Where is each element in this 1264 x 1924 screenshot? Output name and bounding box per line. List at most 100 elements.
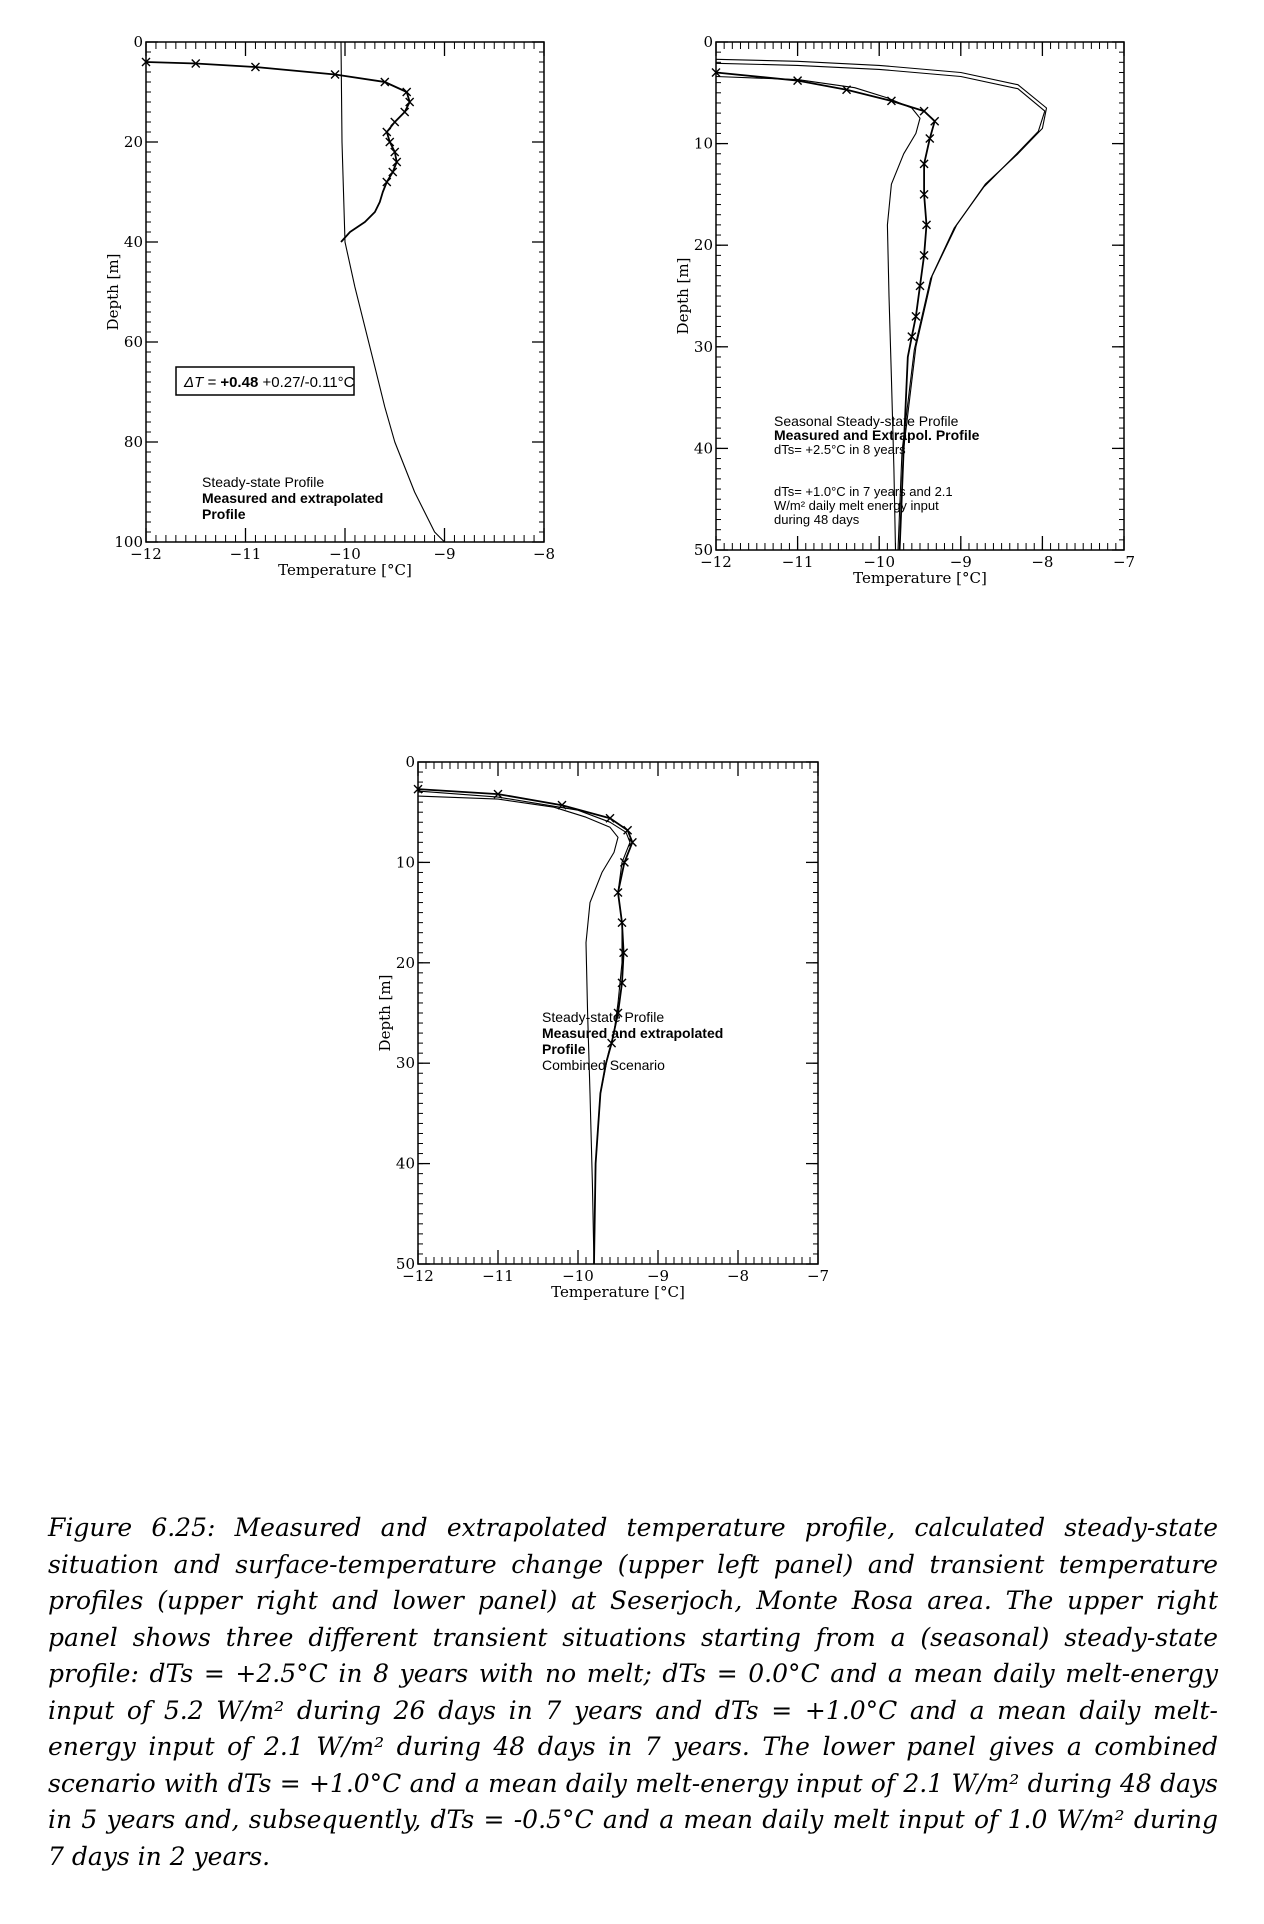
chart-panel-lower: −12 −11 −10 −9 −8 −7 0 10 20 30 40 50 Temperature [°… bbox=[376, 753, 829, 1301]
profile-marker bbox=[793, 76, 803, 86]
y-tick-label: 30 bbox=[396, 1054, 415, 1072]
profile-marker bbox=[886, 96, 896, 106]
annotation-text: ΔT = +0.48 +0.27/-0.11°C bbox=[183, 374, 355, 391]
y-tick-label: 0 bbox=[133, 33, 143, 51]
x-axis-title: Temperature [°C] bbox=[853, 569, 987, 587]
profile-marker bbox=[925, 134, 935, 144]
profile-marker bbox=[613, 1008, 623, 1018]
profile-marker bbox=[493, 789, 503, 799]
profile-marker bbox=[330, 70, 340, 79]
legend-entry: dTs= +1.0°C in 7 years and 2.1 bbox=[774, 484, 953, 499]
profile-marker bbox=[711, 67, 721, 77]
profile-marker bbox=[619, 857, 629, 867]
y-axis-title: Depth [m] bbox=[674, 258, 692, 335]
y-tick-label: 0 bbox=[703, 33, 713, 51]
y-tick-label: 20 bbox=[396, 954, 415, 972]
profile-marker bbox=[613, 888, 623, 898]
x-tick-label: −7 bbox=[807, 1267, 829, 1285]
profile-marker bbox=[623, 825, 633, 835]
legend-entry: Steady-state Profile bbox=[202, 474, 324, 490]
profile-marker bbox=[617, 918, 627, 928]
x-tick-label: −9 bbox=[647, 1267, 669, 1285]
profile-marker bbox=[930, 116, 940, 126]
legend-entry: Measured and extrapolated bbox=[542, 1025, 723, 1041]
x-tick-label: −12 bbox=[130, 545, 162, 563]
profile-marker bbox=[919, 189, 929, 199]
profile-marker bbox=[382, 177, 392, 187]
profile-marker bbox=[911, 311, 921, 321]
profile-marker bbox=[392, 157, 402, 167]
profile-marker bbox=[842, 85, 852, 95]
y-tick-label: 60 bbox=[124, 333, 143, 351]
profile-marker bbox=[388, 167, 398, 177]
profile-marker bbox=[400, 107, 410, 117]
profile-marker bbox=[413, 784, 423, 794]
y-tick-label: 40 bbox=[694, 439, 713, 457]
y-tick-label: 80 bbox=[124, 433, 143, 451]
legend-entry: during 48 days bbox=[774, 512, 860, 527]
profile-marker bbox=[915, 281, 925, 291]
profile-marker bbox=[385, 137, 395, 147]
y-tick-label: 30 bbox=[694, 338, 713, 356]
y-tick-label: 20 bbox=[694, 236, 713, 254]
profile-marker bbox=[382, 127, 392, 137]
model-profile-line bbox=[417, 795, 619, 1265]
annotation-value: +0.48 bbox=[220, 374, 258, 391]
profile-marker bbox=[607, 1038, 617, 1048]
x-tick-label: −7 bbox=[1113, 553, 1135, 571]
measured-profile-line bbox=[715, 71, 936, 551]
x-tick-label: −11 bbox=[782, 553, 814, 571]
x-tick-label: −11 bbox=[482, 1267, 514, 1285]
x-tick-label: −11 bbox=[230, 545, 262, 563]
x-tick-label: −9 bbox=[433, 545, 455, 563]
y-axis-title: Depth [m] bbox=[104, 254, 122, 331]
profile-marker bbox=[919, 106, 929, 116]
legend-entry: Profile bbox=[202, 506, 246, 522]
x-axis-title: Temperature [°C] bbox=[551, 1283, 685, 1301]
figure-caption: Figure 6.25: Measured and extrapolated t… bbox=[48, 1513, 1218, 1871]
profile-marker bbox=[922, 220, 932, 230]
legend-entry: W/m² daily melt energy input bbox=[774, 498, 939, 513]
model-profile-line bbox=[715, 75, 921, 551]
y-tick-label: 40 bbox=[124, 233, 143, 251]
profile-marker bbox=[619, 948, 629, 958]
model-profile-line bbox=[715, 58, 1048, 551]
x-tick-label: −8 bbox=[533, 545, 555, 563]
x-tick-label: −12 bbox=[402, 1267, 434, 1285]
legend-entry: dTs= +2.5°C in 8 years bbox=[774, 442, 906, 457]
profile-marker bbox=[402, 87, 412, 97]
profile-marker bbox=[907, 332, 917, 342]
annotation-prefix: ΔT = bbox=[183, 374, 220, 391]
annotation-box bbox=[175, 366, 355, 396]
legend-entry: Measured and Extrapol. Profile bbox=[774, 427, 980, 443]
x-axis-title: Temperature [°C] bbox=[278, 561, 412, 579]
y-axis-title: Depth [m] bbox=[376, 975, 394, 1052]
measured-profile-line bbox=[145, 61, 411, 243]
profile-marker bbox=[191, 59, 201, 68]
legend-entry: Combined Scenario bbox=[542, 1057, 665, 1073]
profile-marker bbox=[557, 800, 567, 810]
model-profile-line bbox=[340, 41, 445, 543]
y-tick-label: 0 bbox=[405, 753, 415, 771]
x-tick-label: −10 bbox=[562, 1267, 594, 1285]
legend-entry: Measured and extrapolated bbox=[202, 490, 383, 506]
x-tick-label: −10 bbox=[863, 553, 895, 571]
y-tick-label: 20 bbox=[124, 133, 143, 151]
y-tick-label: 10 bbox=[694, 135, 713, 153]
profile-marker bbox=[380, 77, 390, 87]
chart-panel-upper-right: −12 −11 −10 −9 −8 −7 0 10 20 30 40 50 Temperature [°… bbox=[674, 33, 1135, 587]
profile-marker bbox=[141, 57, 151, 67]
annotation-range: +0.27/-0.11°C bbox=[258, 374, 354, 391]
profile-marker bbox=[627, 837, 637, 847]
profile-marker bbox=[605, 813, 615, 823]
profile-marker bbox=[390, 147, 400, 157]
profile-marker bbox=[617, 978, 627, 988]
x-tick-label: −12 bbox=[700, 553, 732, 571]
x-tick-label: −10 bbox=[329, 545, 361, 563]
legend-entry: Steady-state Profile bbox=[542, 1009, 664, 1025]
plot-frame bbox=[145, 41, 545, 543]
profile-marker bbox=[919, 250, 929, 260]
profile-marker bbox=[250, 62, 260, 72]
x-tick-label: −8 bbox=[1031, 553, 1053, 571]
model-profile-line bbox=[715, 62, 1046, 551]
